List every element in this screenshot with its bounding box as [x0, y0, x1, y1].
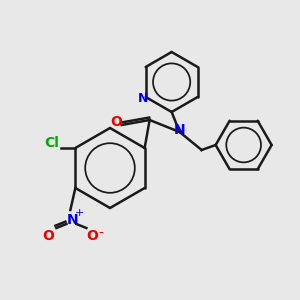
Text: O: O	[42, 229, 54, 243]
Text: Cl: Cl	[44, 136, 59, 150]
Text: O: O	[111, 115, 123, 129]
Text: +: +	[75, 208, 84, 218]
Text: N: N	[137, 92, 148, 106]
Text: N: N	[67, 213, 78, 227]
Text: N: N	[174, 123, 185, 137]
Text: O: O	[86, 229, 98, 243]
Text: -: -	[98, 227, 103, 241]
